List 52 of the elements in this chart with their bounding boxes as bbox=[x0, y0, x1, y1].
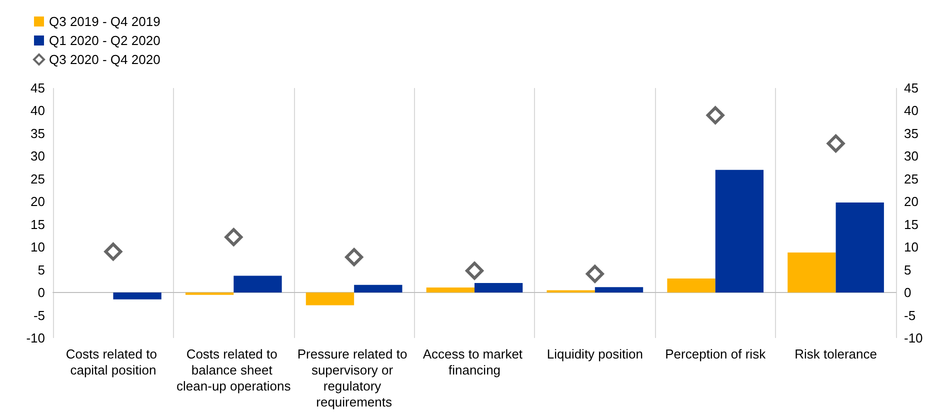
y2-tick-label: 10 bbox=[904, 240, 918, 255]
legend-label: Q1 2020 - Q2 2020 bbox=[49, 33, 160, 48]
y-tick-label: 45 bbox=[30, 80, 45, 96]
bar bbox=[836, 202, 884, 293]
y-tick-label: 35 bbox=[30, 126, 45, 141]
bar bbox=[594, 287, 644, 293]
legend-label: Q3 2020 - Q4 2020 bbox=[49, 52, 160, 67]
y2-tick-label: 5 bbox=[904, 262, 912, 278]
point bbox=[345, 248, 364, 266]
bar bbox=[234, 276, 282, 293]
point bbox=[466, 262, 484, 280]
bar bbox=[354, 284, 402, 293]
y-tick-label: 5 bbox=[38, 262, 45, 278]
x-tick-label: Liquidity position bbox=[546, 346, 643, 362]
y2-tick-label: -10 bbox=[904, 330, 923, 346]
bar bbox=[788, 252, 836, 293]
x-tick-label: Access to market financing bbox=[422, 346, 526, 378]
y2-tick-label: 0 bbox=[904, 285, 912, 300]
y-tick-label: -5 bbox=[33, 308, 45, 323]
y2-tick-label: 20 bbox=[904, 194, 918, 210]
bar bbox=[426, 288, 474, 293]
point bbox=[224, 228, 243, 246]
point bbox=[104, 242, 122, 261]
legend-label: Q3 2019 - Q4 2019 bbox=[49, 14, 160, 29]
point bbox=[706, 106, 724, 124]
x-tick-label: Pressure related to supervisory or regulatory requirements bbox=[297, 346, 411, 410]
y2-tick-label: 30 bbox=[904, 148, 918, 164]
point bbox=[826, 134, 845, 152]
y-tick-label: -10 bbox=[26, 330, 45, 346]
y2-tick-label: -5 bbox=[904, 308, 916, 323]
bar bbox=[715, 170, 764, 293]
bar bbox=[474, 283, 523, 293]
point bbox=[586, 264, 604, 283]
bar bbox=[667, 278, 716, 293]
x-tick-label: Costs related to capital position bbox=[66, 346, 161, 378]
x-tick-label: Perception of risk bbox=[665, 346, 766, 362]
x-tick-label: Risk tolerance bbox=[794, 346, 877, 362]
bar bbox=[113, 292, 162, 300]
y-tick-label: 0 bbox=[38, 285, 45, 300]
y-tick-label: 20 bbox=[30, 194, 45, 210]
y2-tick-label: 40 bbox=[904, 103, 918, 118]
y2-tick-label: 15 bbox=[904, 216, 918, 232]
x-tick-label: Costs related to balance sheet clean-up operations bbox=[176, 346, 292, 394]
y-tick-label: 10 bbox=[30, 240, 45, 255]
y-tick-label: 15 bbox=[30, 216, 45, 232]
y-tick-label: 40 bbox=[30, 103, 45, 118]
y-tick-label: 30 bbox=[30, 148, 45, 164]
y2-tick-label: 35 bbox=[904, 126, 918, 141]
bar bbox=[306, 292, 354, 306]
y2-tick-label: 45 bbox=[904, 80, 918, 96]
y2-tick-label: 25 bbox=[904, 171, 918, 186]
y-tick-label: 25 bbox=[30, 171, 45, 186]
